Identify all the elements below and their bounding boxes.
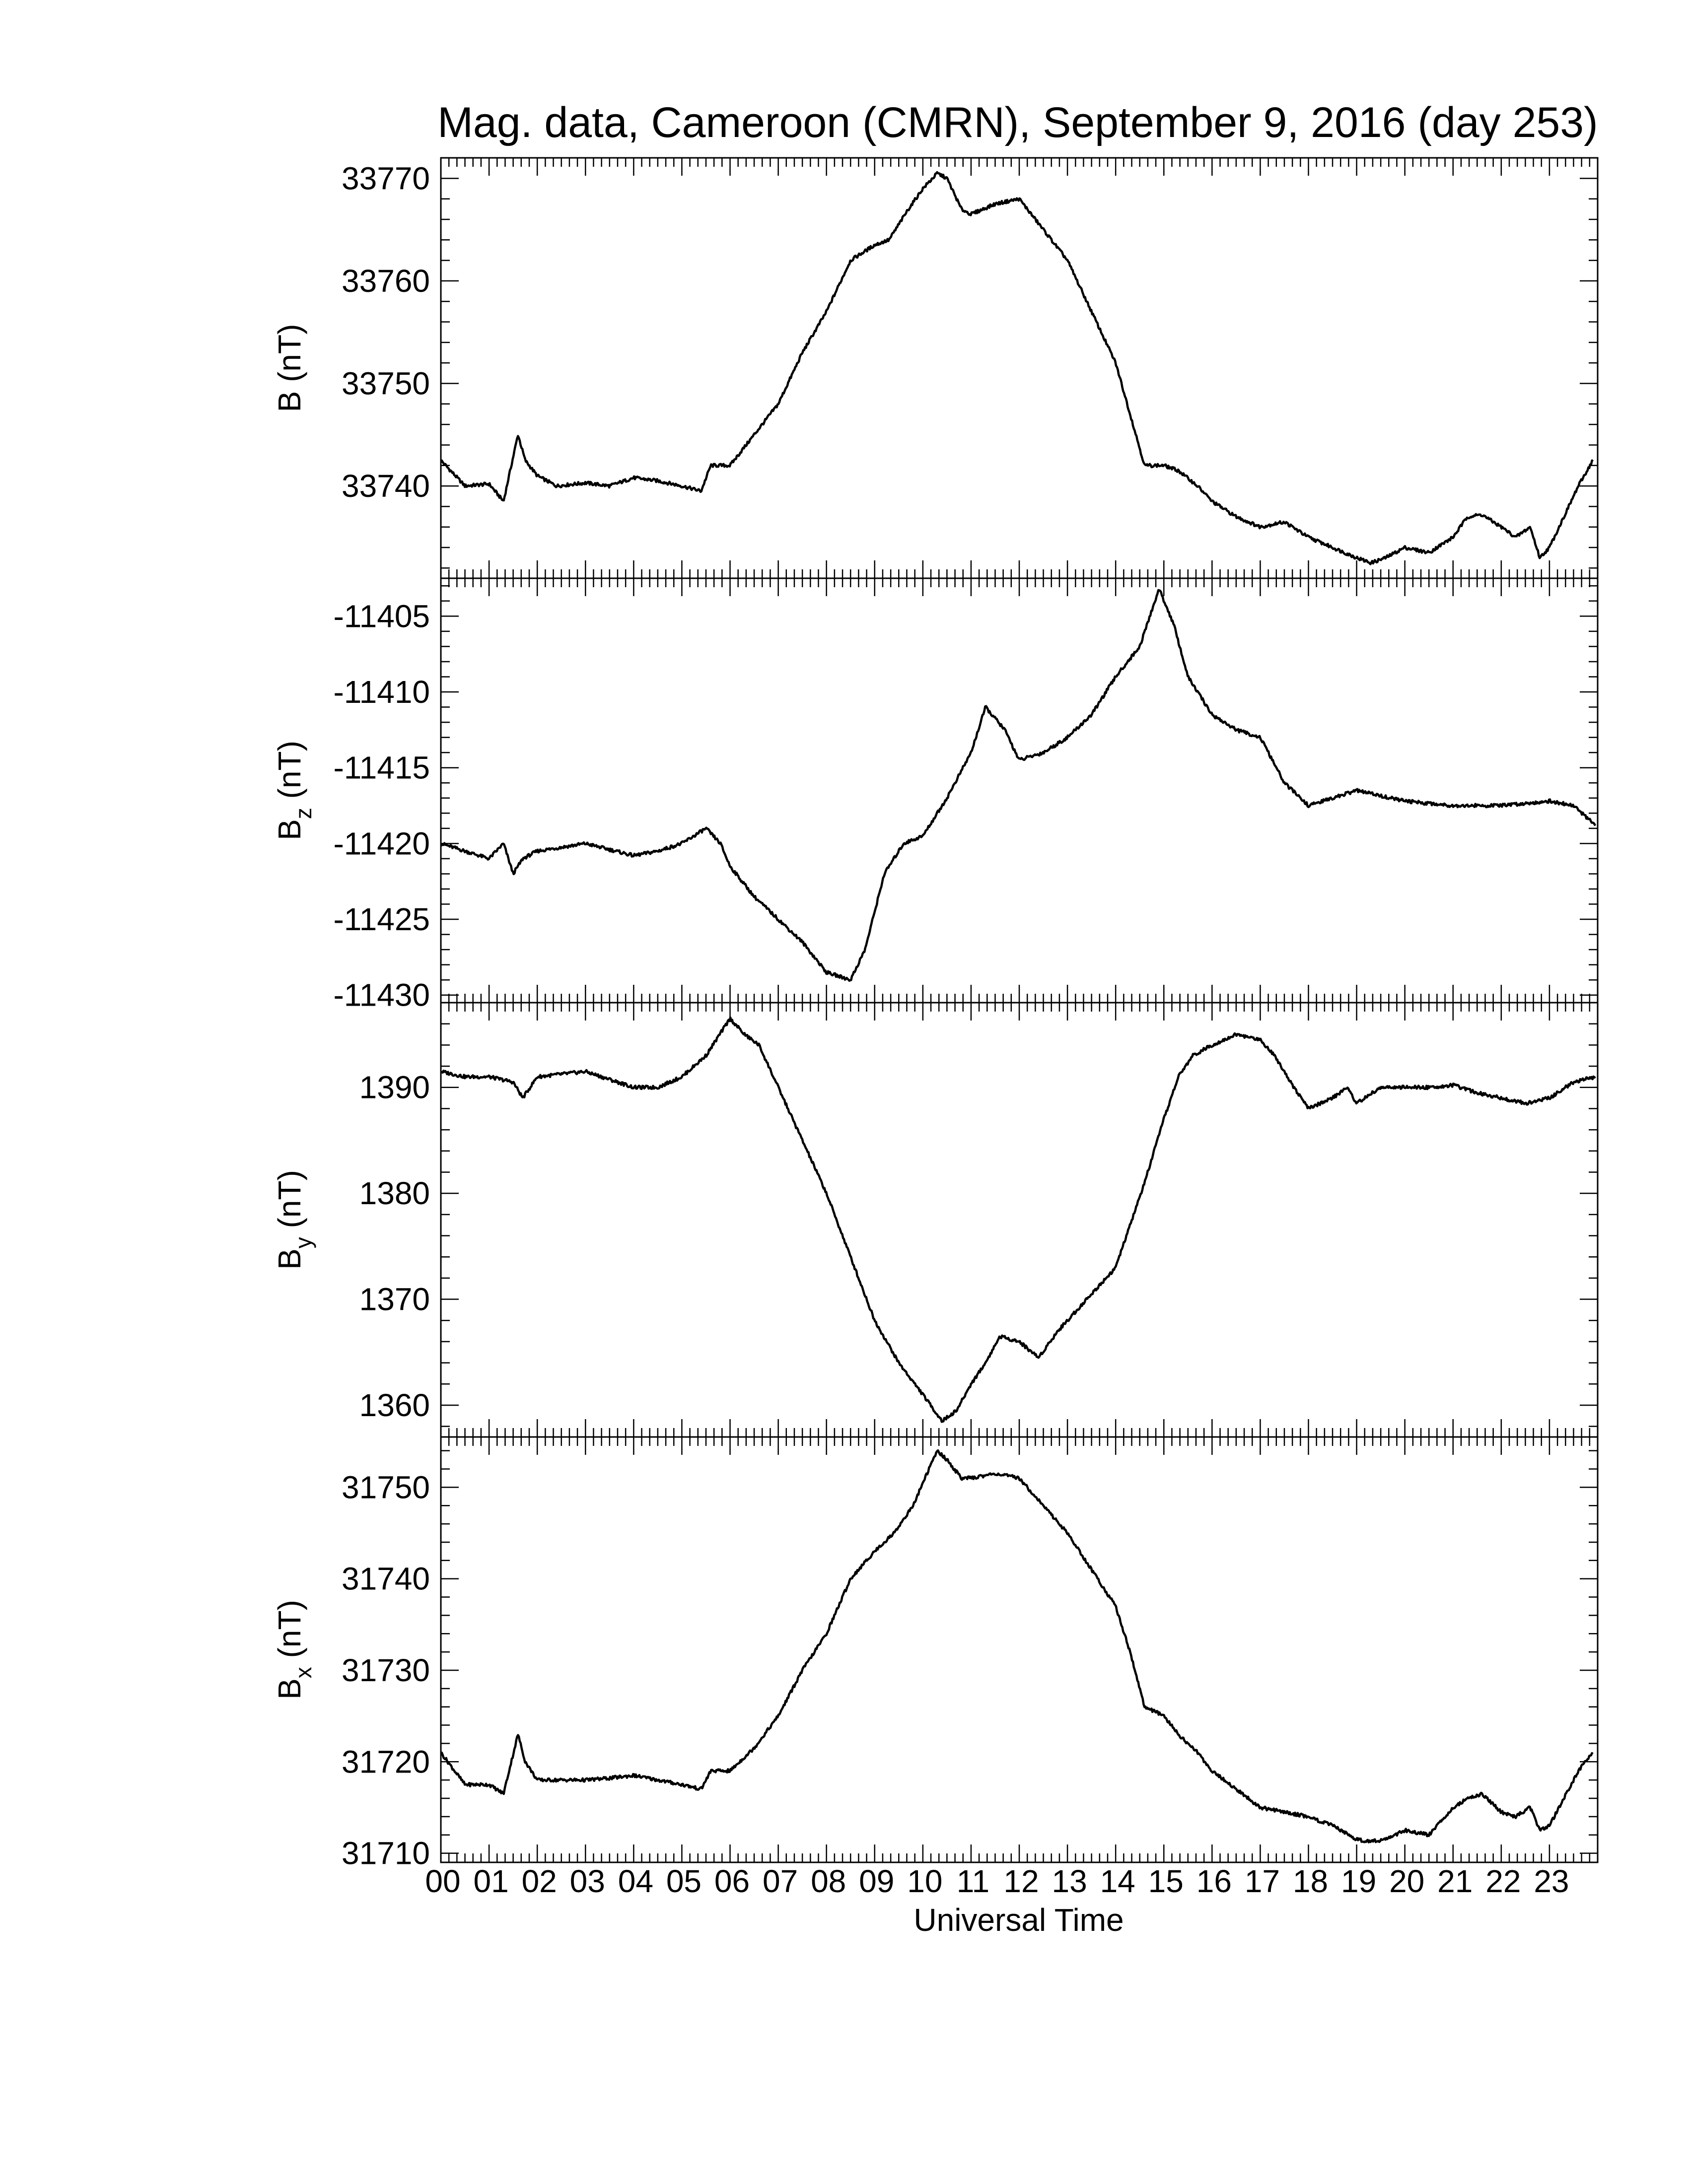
y-axis-label: By (nT)	[272, 1170, 316, 1270]
y-axis-label-sub: x	[290, 1667, 316, 1678]
x-tick-label: 15	[1148, 1863, 1184, 1899]
x-tick-label: 20	[1389, 1863, 1424, 1899]
x-tick-label: 14	[1100, 1863, 1135, 1899]
x-tick-label: 23	[1534, 1863, 1569, 1899]
x-tick-label: 11	[957, 1863, 989, 1899]
panel-Bz: -11405 -11410 -11415 -11420 -11425 -11430 Bz (…	[272, 577, 1599, 1013]
y-tick-label: -11420	[333, 825, 430, 861]
x-tick-label: 05	[666, 1863, 702, 1899]
panel-B: 33740 33750 33760 33770 B (nT)	[272, 157, 1599, 579]
series-line-Bz	[440, 589, 1597, 982]
y-tick-label: 1390	[359, 1070, 430, 1105]
y-tick-label: 31750	[342, 1469, 430, 1505]
x-tick-label: 19	[1341, 1863, 1376, 1899]
chart-title: Mag. data, Cameroon (CMRN), September 9,…	[437, 99, 1598, 146]
x-tick-label: 22	[1485, 1863, 1521, 1899]
y-tick-label: 31740	[342, 1561, 430, 1597]
x-tick-label: 09	[859, 1863, 894, 1899]
y-tick-label: 33750	[342, 365, 430, 401]
y-axis-label: Bx (nT)	[272, 1600, 316, 1700]
panel-Bx: 31710 31720 31730 31740 31750 Bx (nT)	[272, 1436, 1599, 1871]
y-axis-label: B (nT)	[272, 324, 307, 412]
x-tick-label: 01	[473, 1863, 508, 1899]
x-tick-label: 18	[1293, 1863, 1328, 1899]
y-tick-label: 1370	[359, 1282, 430, 1317]
y-axis-label-main: B	[272, 1248, 307, 1270]
y-axis-label: Bz (nT)	[272, 741, 316, 840]
x-tick-label: 06	[714, 1863, 750, 1899]
y-axis-label-unit: (nT)	[272, 741, 307, 808]
x-tick-label: 07	[763, 1863, 798, 1899]
x-tick-label: 08	[811, 1863, 846, 1899]
x-axis-label: Universal Time	[914, 1902, 1124, 1938]
x-tick-label: 10	[907, 1863, 942, 1899]
series-line-Bx	[440, 1449, 1594, 1843]
x-tick-label: 04	[618, 1863, 653, 1899]
y-tick-label: 31720	[342, 1744, 430, 1779]
y-tick-label: 33760	[342, 263, 430, 299]
y-tick-label: -11405	[333, 598, 430, 634]
x-tick-label: 21	[1437, 1863, 1473, 1899]
y-axis-label-unit: (nT)	[272, 1600, 307, 1667]
x-tick-label: 03	[570, 1863, 605, 1899]
y-tick-label: 1360	[359, 1387, 430, 1423]
series-line-B	[440, 171, 1594, 565]
y-axis-label-main: B	[272, 391, 307, 412]
y-axis-label-unit: (nT)	[272, 324, 307, 391]
x-tick-label: 17	[1245, 1863, 1280, 1899]
x-tick-label: 02	[522, 1863, 557, 1899]
y-tick-label: 33770	[342, 160, 430, 196]
series-line-By	[440, 1016, 1596, 1423]
y-tick-label: 31710	[342, 1836, 430, 1871]
y-tick-label: 33740	[342, 468, 430, 504]
y-axis-label-sub: z	[290, 808, 316, 819]
y-tick-label: -11410	[333, 674, 430, 710]
y-tick-label: -11430	[333, 977, 430, 1013]
y-tick-label: -11425	[333, 901, 430, 937]
x-tick-label: 16	[1196, 1863, 1232, 1899]
y-tick-label: 31730	[342, 1652, 430, 1688]
y-axis-label-unit: (nT)	[272, 1170, 307, 1237]
x-tick-label: 13	[1052, 1863, 1087, 1899]
x-axis-tick-labels: 00 01 02 03 04 05 06 07 08 09 10 11 12 13 14 15 16 17 18 19…	[425, 1863, 1569, 1899]
y-axis-label-main: B	[272, 1678, 307, 1700]
x-tick-label: 12	[1003, 1863, 1039, 1899]
y-axis-label-sub: y	[290, 1237, 316, 1248]
x-tick-label: 00	[425, 1863, 460, 1899]
y-axis-label-main: B	[272, 819, 307, 840]
y-tick-label: 1380	[359, 1175, 430, 1211]
y-tick-label: -11415	[333, 750, 430, 786]
